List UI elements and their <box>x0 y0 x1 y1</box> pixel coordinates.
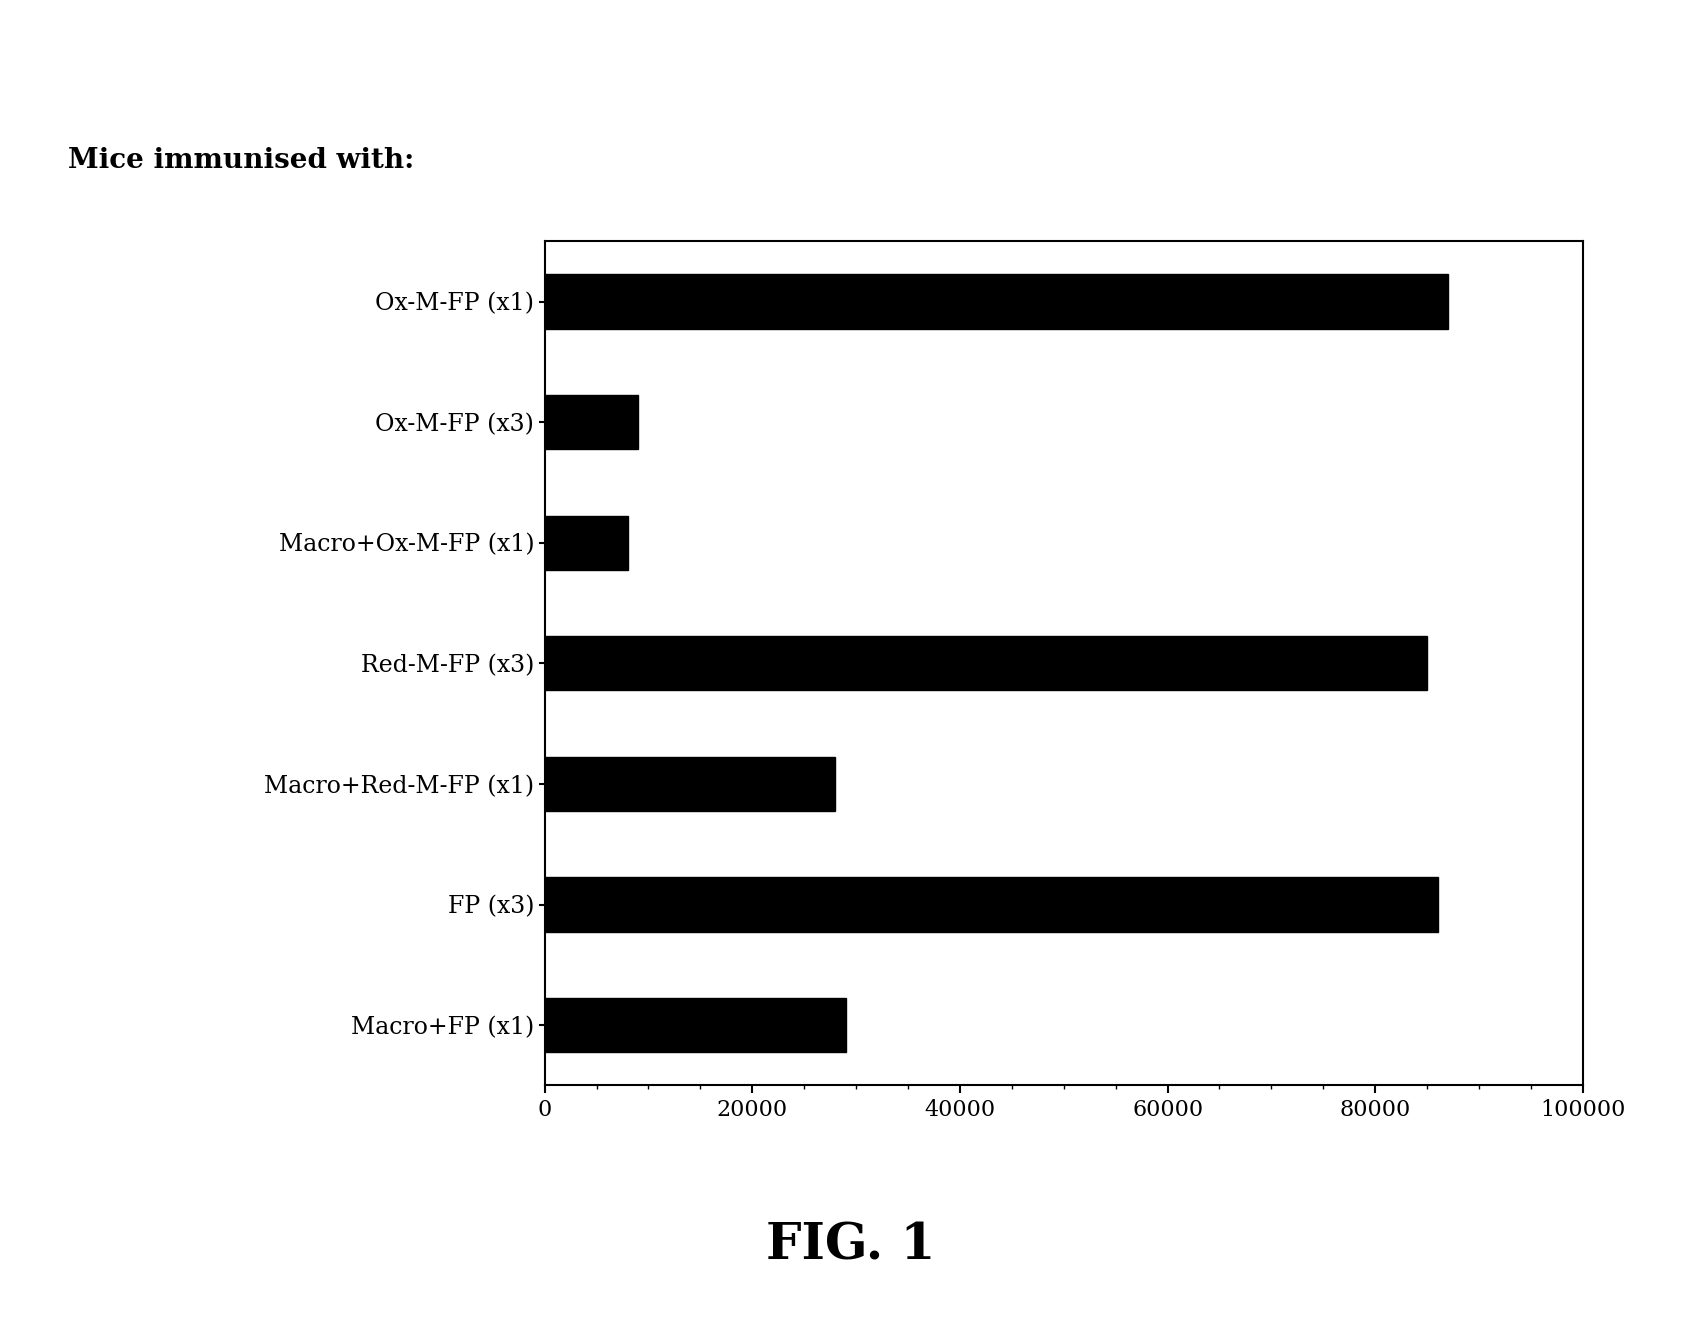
Bar <box>545 757 836 811</box>
Bar <box>545 275 1448 328</box>
Text: Mice immunised with:: Mice immunised with: <box>68 147 414 174</box>
Bar <box>545 395 638 449</box>
Bar <box>545 516 628 570</box>
Bar <box>545 636 1426 690</box>
Bar <box>545 878 1438 931</box>
Bar <box>545 998 846 1052</box>
Text: FIG. 1: FIG. 1 <box>766 1222 936 1270</box>
